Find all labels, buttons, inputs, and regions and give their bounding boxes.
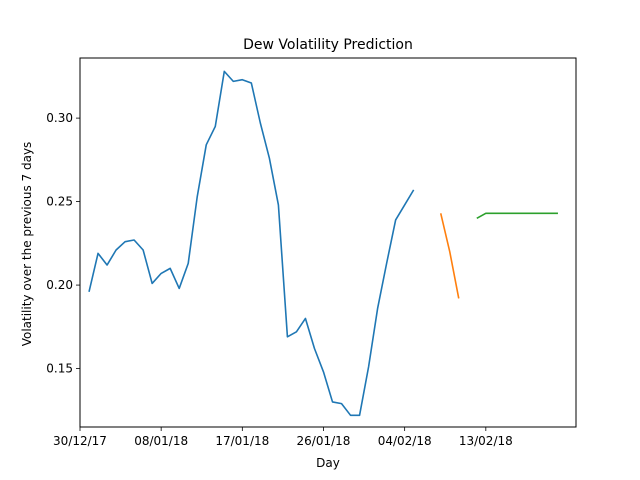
series-line-3 [476, 212, 558, 219]
x-tick-label: 04/02/18 [378, 434, 432, 448]
y-axis-label: Volatility over the previous 7 days [20, 142, 34, 347]
series-line-1 [88, 70, 415, 417]
x-tick-label: 08/01/18 [134, 434, 188, 448]
x-tick-label: 26/01/18 [297, 434, 351, 448]
plot-frame [79, 57, 577, 428]
y-tick-label: 0.15 [46, 362, 73, 376]
x-tick-label: 13/02/18 [459, 434, 513, 448]
y-tick-label: 0.20 [46, 278, 73, 292]
y-tick-label: 0.30 [46, 111, 73, 125]
y-tick-label: 0.25 [46, 195, 73, 209]
series-line-2 [439, 213, 460, 299]
chart-title: Dew Volatility Prediction [243, 37, 413, 53]
x-tick-label: 30/12/17 [53, 434, 107, 448]
x-tick-label: 17/01/18 [215, 434, 269, 448]
x-axis-label: Day [316, 456, 340, 470]
plot-area: 30/12/17 08/01/18 17/01/18 26/01/18 04/02/18… [46, 57, 577, 448]
